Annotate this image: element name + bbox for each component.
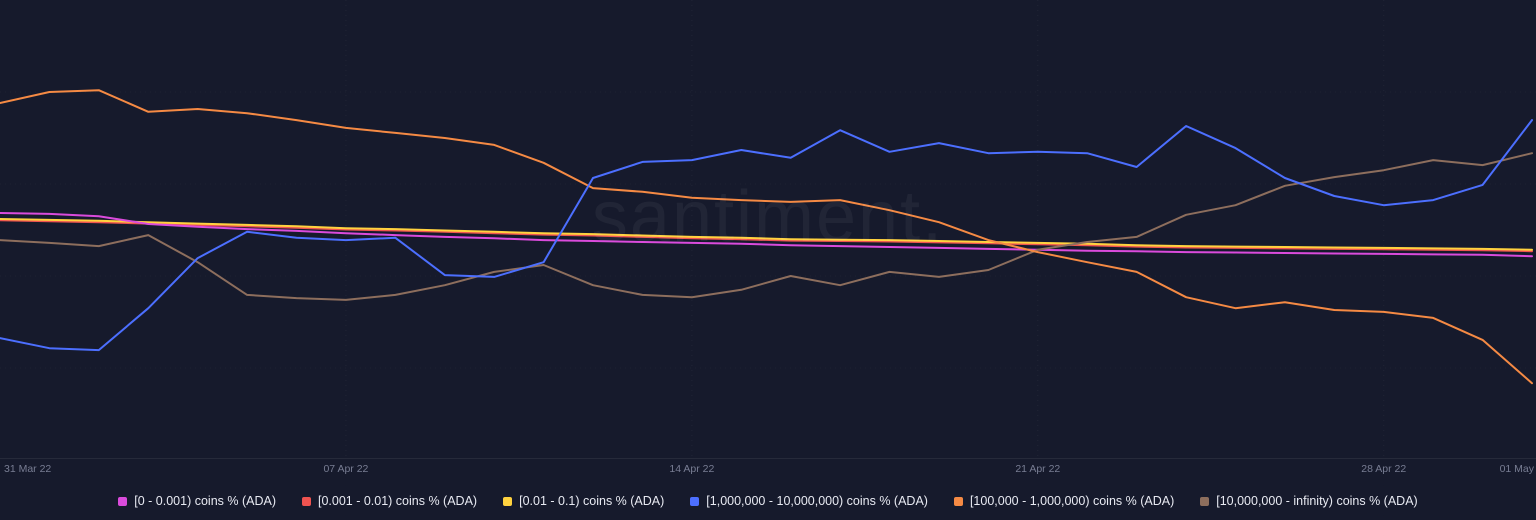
legend-item-range-1m-10m[interactable]: [1,000,000 - 10,000,000) coins % (ADA) — [690, 494, 928, 508]
x-tick-label: 21 Apr 22 — [1015, 463, 1061, 475]
legend-item-range-100k-1m[interactable]: [100,000 - 1,000,000) coins % (ADA) — [953, 494, 1175, 508]
legend-swatch — [953, 496, 963, 506]
legend-label: [100,000 - 1,000,000) coins % (ADA) — [969, 494, 1175, 508]
x-axis: 31 Mar 22 07 Apr 22 14 Apr 22 21 Apr 22 28 A… — [0, 463, 1536, 479]
series-line-range-100k-1m — [0, 89, 1533, 385]
legend: [0 - 0.001) coins % (ADA) [0.001 - 0.01) … — [0, 490, 1536, 512]
legend-swatch — [690, 496, 700, 506]
legend-item-range-10m-infinity[interactable]: [10,000,000 - infinity) coins % (ADA) — [1200, 494, 1418, 508]
x-tick-label: 14 Apr 22 — [669, 463, 715, 475]
series-line-range-10m-infinity — [0, 152, 1533, 301]
legend-label: [0.01 - 0.1) coins % (ADA) — [519, 494, 665, 508]
legend-label: [1,000,000 - 10,000,000) coins % (ADA) — [706, 494, 928, 508]
legend-item-range-001-01[interactable]: [0.01 - 0.1) coins % (ADA) — [503, 494, 664, 508]
x-tick-label: 01 May — [1499, 463, 1534, 475]
legend-swatch — [301, 496, 311, 506]
x-tick-label: 31 Mar 22 — [4, 463, 52, 475]
legend-label: [10,000,000 - infinity) coins % (ADA) — [1216, 494, 1418, 508]
legend-label: [0 - 0.001) coins % (ADA) — [134, 494, 276, 508]
legend-swatch — [118, 496, 128, 506]
x-tick-label: 28 Apr 22 — [1361, 463, 1407, 475]
chart-canvas[interactable] — [0, 0, 1536, 460]
series-line-range-1m-10m — [0, 119, 1533, 352]
legend-item-range-0-0001[interactable]: [0 - 0.001) coins % (ADA) — [118, 494, 276, 508]
series-line-range-001-01 — [0, 218, 1533, 251]
legend-item-range-0001-001[interactable]: [0.001 - 0.01) coins % (ADA) — [301, 494, 478, 508]
series-line-range-0-0001 — [0, 212, 1533, 258]
legend-swatch — [503, 496, 513, 506]
x-tick-label: 07 Apr 22 — [323, 463, 369, 475]
legend-swatch — [1200, 496, 1210, 506]
legend-label: [0.001 - 0.01) coins % (ADA) — [317, 494, 478, 508]
series-line-range-0001-001 — [0, 219, 1533, 253]
